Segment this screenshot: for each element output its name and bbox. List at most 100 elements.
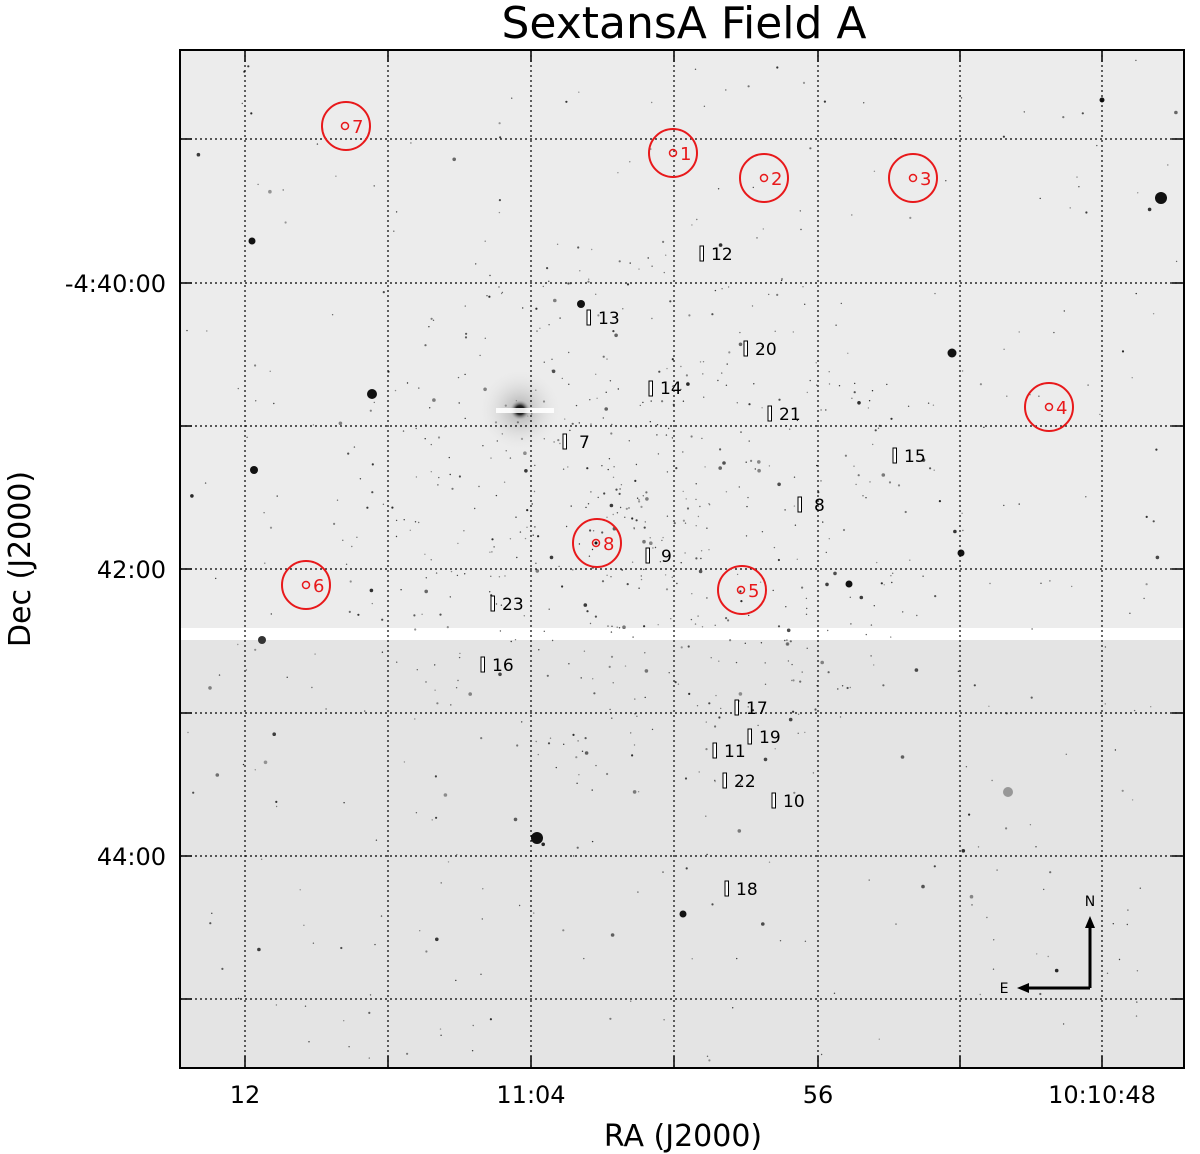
star [237,643,239,646]
star [657,453,660,455]
star [584,751,589,755]
star [500,604,503,606]
star [986,916,988,919]
star [851,397,853,399]
star [1065,753,1068,755]
star [663,1019,665,1021]
star [725,491,728,493]
star [667,427,670,430]
star [269,526,273,529]
star [797,713,800,715]
star [611,717,613,719]
star [553,441,555,443]
star [312,942,315,944]
y-tick-label: 42:00 [97,556,166,584]
star [654,546,657,549]
y-tick-label: 44:00 [97,843,166,871]
star [661,539,663,542]
star [665,588,669,591]
star [556,243,559,245]
star [1039,197,1041,200]
star [418,387,420,389]
star [511,97,513,99]
star [472,1024,474,1027]
star [953,529,957,534]
star [759,581,762,583]
star [688,692,691,696]
slit-label: 20 [755,340,777,360]
star [684,777,688,780]
star [849,686,851,689]
star [857,474,860,477]
star [440,882,442,884]
star [666,515,669,517]
star [814,708,817,711]
x-tick-label: 56 [803,1081,834,1109]
target-4: 4 [1024,382,1074,432]
star [825,409,827,411]
star [620,484,623,486]
star [559,442,561,445]
star [468,692,473,696]
star [671,576,673,578]
star [1139,887,1142,889]
star [610,631,613,633]
star [421,613,423,615]
star [688,314,691,317]
star [992,968,995,970]
star [1135,1015,1138,1017]
star [524,537,527,540]
star [419,930,421,932]
star [635,463,638,466]
star [805,597,808,600]
star [748,711,751,714]
star [247,65,250,68]
star [584,737,587,740]
star [686,507,690,510]
star [590,423,592,425]
star [547,742,551,745]
star [738,486,740,488]
star [862,495,864,497]
star [586,467,589,470]
star [557,439,560,442]
star [628,440,630,442]
star [729,639,732,642]
star [335,175,337,177]
star [482,888,484,890]
star [546,674,549,677]
star [753,383,755,385]
star [717,379,719,382]
star [816,384,818,386]
target-2: 2 [739,153,789,203]
star [792,679,795,682]
star [934,292,936,295]
star [564,418,566,420]
star [638,499,640,501]
slit-21: 21 [767,405,801,425]
star [740,431,742,433]
star [215,577,217,580]
star [801,671,803,673]
detector-gap [180,628,1184,640]
target-label: 3 [920,169,931,190]
star [275,800,278,804]
star [687,645,690,648]
star [424,589,429,594]
star [612,682,614,684]
coordinate-grid [180,50,1184,1068]
star [892,572,894,574]
star [437,436,441,439]
star [457,542,459,545]
star [221,967,224,971]
star [516,744,519,747]
star [536,330,538,332]
star [868,400,871,402]
star [890,575,892,577]
star [745,535,748,537]
star [634,698,636,700]
star [241,102,243,105]
star [1126,923,1129,926]
star [543,630,545,632]
star [348,610,351,614]
